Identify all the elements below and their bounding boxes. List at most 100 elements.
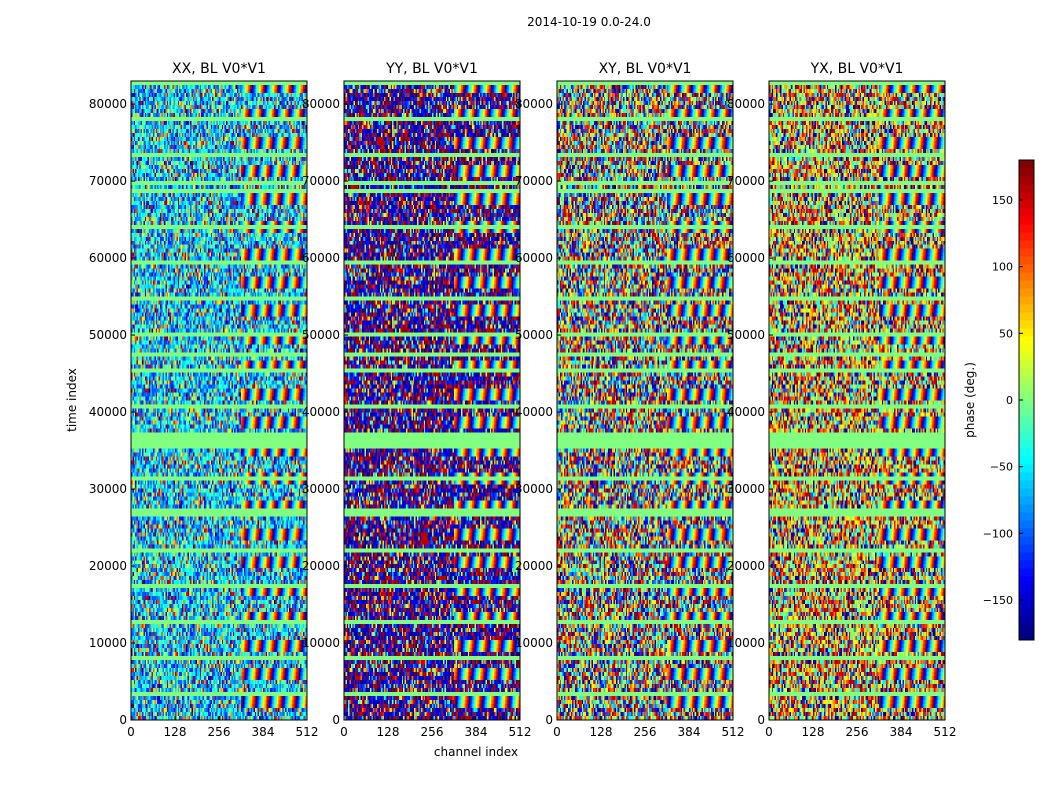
- colorbar-segment: [1019, 392, 1034, 401]
- colorbar-segment: [1019, 496, 1034, 505]
- heatmap-panels: XX, BL V0*V1 0 128 256 384 512 0 10000 20000 3000…: [89, 61, 957, 739]
- colorbar-tick-label: 150: [992, 194, 1013, 207]
- colorbar-segment: [1019, 416, 1034, 425]
- y-tick-label: 50000: [727, 328, 765, 342]
- colorbar-segment: [1019, 360, 1034, 369]
- y-tick-label: 30000: [515, 482, 553, 496]
- x-tick-label: 256: [634, 725, 657, 739]
- colorbar-segment: [1019, 576, 1034, 585]
- colorbar-segment: [1019, 160, 1034, 169]
- colorbar-segment: [1019, 176, 1034, 185]
- y-tick-label: 10000: [515, 636, 553, 650]
- colorbar-segment: [1019, 424, 1034, 433]
- colorbar-segment: [1019, 384, 1034, 393]
- heatmap-panel: YY, BL V0*V1 0 128 256 384 512 0 10000 20000 3000…: [302, 61, 532, 739]
- y-tick-label: 0: [757, 713, 765, 727]
- x-tick-label: 512: [934, 725, 957, 739]
- colorbar-segment: [1019, 328, 1034, 337]
- y-tick-label: 60000: [302, 251, 340, 265]
- colorbar-segment: [1019, 616, 1034, 625]
- x-tick-label: 256: [421, 725, 444, 739]
- y-tick-label: 80000: [727, 97, 765, 111]
- colorbar-segment: [1019, 520, 1034, 529]
- x-tick-label: 512: [509, 725, 532, 739]
- colorbar-segment: [1019, 304, 1034, 313]
- colorbar-segment: [1019, 432, 1034, 441]
- colorbar-segment: [1019, 632, 1034, 641]
- x-tick-label: 512: [722, 725, 745, 739]
- y-tick-label: 80000: [89, 97, 127, 111]
- y-tick-label: 10000: [302, 636, 340, 650]
- y-tick-label: 70000: [89, 174, 127, 188]
- colorbar-segment: [1019, 224, 1034, 233]
- x-tick-label: 0: [553, 725, 561, 739]
- colorbar-segment: [1019, 448, 1034, 457]
- y-tick-label: 80000: [515, 97, 553, 111]
- x-tick-label: 0: [340, 725, 348, 739]
- colorbar-segment: [1019, 200, 1034, 209]
- x-tick-label: 128: [802, 725, 825, 739]
- x-tick-label: 512: [296, 725, 319, 739]
- heatmap-image: [557, 81, 733, 720]
- colorbar-segment: [1019, 560, 1034, 569]
- y-tick-label: 0: [332, 713, 340, 727]
- y-tick-label: 30000: [302, 482, 340, 496]
- heatmap-image: [769, 81, 945, 720]
- heatmap-panel: XY, BL V0*V1 0 128 256 384 512 0 10000 20000 3000…: [515, 61, 745, 739]
- x-tick-label: 256: [208, 725, 231, 739]
- heatmap-image: [131, 81, 307, 720]
- y-tick-label: 40000: [727, 405, 765, 419]
- colorbar-segment: [1019, 280, 1034, 289]
- colorbar-segment: [1019, 248, 1034, 257]
- y-tick-label: 70000: [302, 174, 340, 188]
- y-tick-label: 20000: [89, 559, 127, 573]
- colorbar-segment: [1019, 408, 1034, 417]
- y-tick-label: 40000: [515, 405, 553, 419]
- colorbar-segment: [1019, 208, 1034, 217]
- x-tick-label: 128: [377, 725, 400, 739]
- y-tick-label: 40000: [302, 405, 340, 419]
- heatmap-panel: XX, BL V0*V1 0 128 256 384 512 0 10000 20000 3000…: [89, 61, 319, 739]
- y-tick-label: 10000: [727, 636, 765, 650]
- colorbar-segment: [1019, 288, 1034, 297]
- colorbar-segment: [1019, 528, 1034, 537]
- y-tick-label: 50000: [515, 328, 553, 342]
- colorbar-segment: [1019, 352, 1034, 361]
- y-tick-label: 50000: [89, 328, 127, 342]
- colorbar-segment: [1019, 192, 1034, 201]
- colorbar-segment: [1019, 552, 1034, 561]
- y-axis-label: time index: [65, 368, 79, 432]
- y-tick-label: 0: [119, 713, 127, 727]
- y-tick-label: 70000: [727, 174, 765, 188]
- colorbar-segment: [1019, 464, 1034, 473]
- colorbar-tick-label: −150: [983, 594, 1013, 607]
- colorbar-segment: [1019, 440, 1034, 449]
- y-tick-label: 70000: [515, 174, 553, 188]
- colorbar-segment: [1019, 232, 1034, 241]
- colorbar-segment: [1019, 168, 1034, 177]
- x-tick-label: 384: [465, 725, 488, 739]
- x-tick-label: 384: [678, 725, 701, 739]
- panel-title: XY, BL V0*V1: [599, 61, 692, 77]
- colorbar-segment: [1019, 624, 1034, 633]
- panel-title: YX, BL V0*V1: [810, 61, 904, 77]
- colorbar-tick-label: 0: [1006, 394, 1013, 407]
- colorbar-tick-label: −100: [983, 527, 1013, 540]
- y-tick-label: 20000: [727, 559, 765, 573]
- y-tick-label: 60000: [89, 251, 127, 265]
- y-tick-label: 30000: [89, 482, 127, 496]
- colorbar-segment: [1019, 600, 1034, 609]
- colorbar-segment: [1019, 472, 1034, 481]
- colorbar-segment: [1019, 184, 1034, 193]
- colorbar-segment: [1019, 456, 1034, 465]
- colorbar-segment: [1019, 320, 1034, 329]
- colorbar-segment: [1019, 512, 1034, 521]
- colorbar-segment: [1019, 336, 1034, 345]
- x-tick-label: 0: [765, 725, 773, 739]
- colorbar-segment: [1019, 544, 1034, 553]
- figure-suptitle: 2014-10-19 0.0-24.0: [527, 15, 651, 29]
- x-tick-label: 128: [164, 725, 187, 739]
- y-tick-label: 30000: [727, 482, 765, 496]
- y-tick-label: 10000: [89, 636, 127, 650]
- colorbar-tick-label: 50: [999, 327, 1013, 340]
